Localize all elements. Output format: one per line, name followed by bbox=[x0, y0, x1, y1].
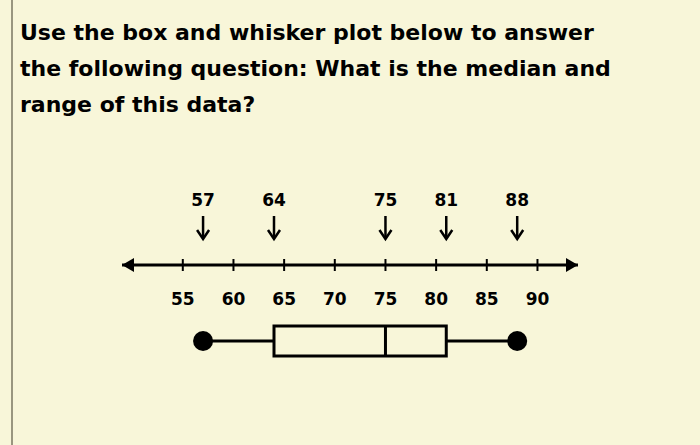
label-arrow bbox=[445, 216, 448, 238]
tick bbox=[334, 259, 336, 271]
tick bbox=[232, 259, 234, 271]
label-arrow-head bbox=[197, 230, 209, 239]
marks bbox=[193, 326, 527, 356]
label-arrow bbox=[202, 216, 205, 238]
data-label: 81 bbox=[434, 190, 458, 210]
label-arrow bbox=[516, 216, 519, 238]
tick bbox=[384, 259, 386, 271]
tick bbox=[182, 259, 184, 271]
median-line bbox=[384, 326, 387, 356]
tick-label: 70 bbox=[323, 289, 347, 309]
title-line: Use the box and whisker plot below to an… bbox=[20, 20, 594, 45]
min-dot bbox=[193, 331, 213, 351]
label-arrow-head bbox=[511, 230, 523, 239]
tick bbox=[283, 259, 285, 271]
whisker-high bbox=[446, 340, 517, 343]
page: Use the box and whisker plot below to an… bbox=[0, 0, 700, 445]
tick-label: 60 bbox=[222, 289, 246, 309]
label-arrow bbox=[273, 216, 276, 238]
axis-line bbox=[122, 264, 578, 267]
tick bbox=[536, 259, 538, 271]
tick-label: 55 bbox=[171, 289, 195, 309]
label-arrow-head bbox=[379, 230, 391, 239]
label-arrow-head bbox=[440, 230, 452, 239]
tick-label: 75 bbox=[374, 289, 398, 309]
tick-label: 85 bbox=[475, 289, 499, 309]
background bbox=[0, 0, 700, 445]
data-label: 57 bbox=[191, 190, 215, 210]
data-label: 88 bbox=[505, 190, 529, 210]
title-line: the following question: What is the medi… bbox=[20, 56, 611, 81]
tick-label: 90 bbox=[526, 289, 550, 309]
whisker-low bbox=[203, 340, 274, 343]
left-border bbox=[11, 0, 13, 445]
tick bbox=[435, 259, 437, 271]
data-label: 75 bbox=[374, 190, 398, 210]
chart: Use the box and whisker plot below to an… bbox=[0, 0, 700, 445]
title: Use the box and whisker plot below to an… bbox=[20, 20, 611, 117]
max-dot bbox=[507, 331, 527, 351]
axis-arrow-left bbox=[122, 258, 134, 272]
box bbox=[274, 326, 446, 356]
data-label: 64 bbox=[262, 190, 286, 210]
tick-label: 65 bbox=[272, 289, 296, 309]
title-line: range of this data? bbox=[20, 92, 255, 117]
tick bbox=[486, 259, 488, 271]
label-arrow bbox=[384, 216, 387, 238]
axis-arrow-right bbox=[566, 258, 578, 272]
tick-label: 80 bbox=[424, 289, 448, 309]
label-arrow-head bbox=[268, 230, 280, 239]
